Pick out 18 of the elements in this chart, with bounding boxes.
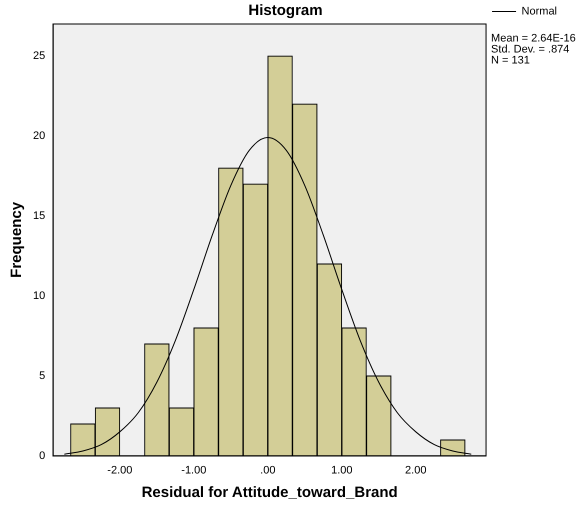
x-tick-label: -2.00 xyxy=(107,464,132,476)
text: Mean = 2.64E-16 xyxy=(491,32,576,45)
chart-title: Histogram xyxy=(248,2,323,20)
x-tick-label: 2.00 xyxy=(405,464,426,476)
x-axis-title: Residual for Attitude_toward_Brand xyxy=(142,484,398,502)
x-tick-label: .00 xyxy=(260,464,276,476)
text: N = 131 xyxy=(491,54,530,67)
y-tick-label: 10 xyxy=(32,290,46,302)
y-tick-label: 0 xyxy=(39,450,46,462)
y-tick-label: 15 xyxy=(32,210,46,222)
y-tick-label: 20 xyxy=(32,130,46,142)
x-tick-label: -1.00 xyxy=(181,464,206,476)
x-tick-label: 1.00 xyxy=(331,464,352,476)
text: Std. Dev. = .874 xyxy=(491,44,570,56)
y-axis-title: Frequency xyxy=(8,201,26,278)
y-tick-label: 25 xyxy=(32,50,46,62)
y-tick-label: 5 xyxy=(39,370,46,382)
legend-label: Normal xyxy=(522,6,558,18)
